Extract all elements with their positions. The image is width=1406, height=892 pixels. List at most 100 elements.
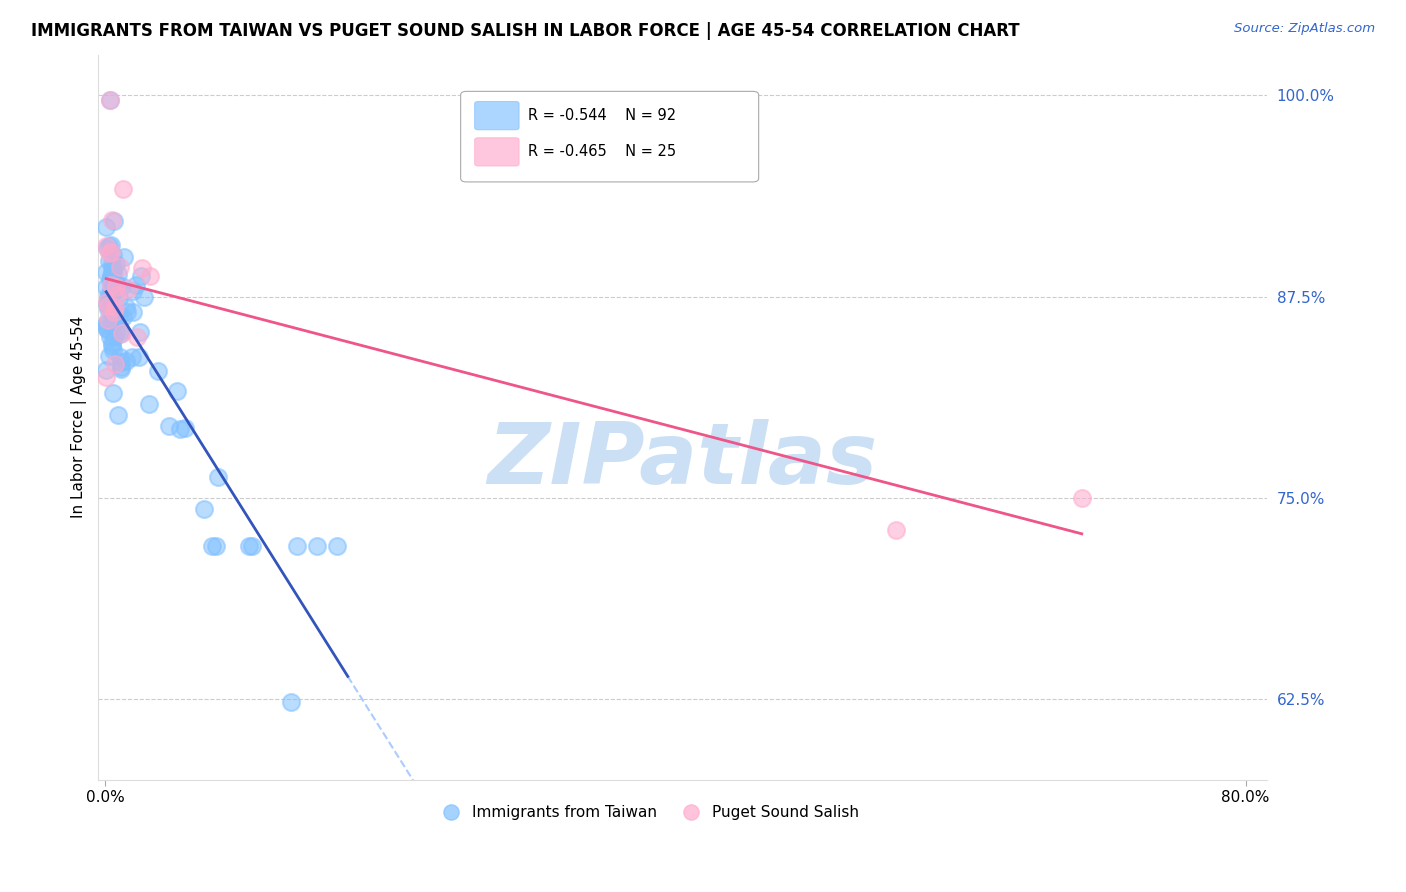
Point bbox=[101, 312, 124, 326]
Point bbox=[100, 317, 122, 331]
Point bbox=[117, 282, 139, 296]
Point bbox=[105, 277, 128, 292]
Point bbox=[101, 385, 124, 400]
Point bbox=[132, 290, 155, 304]
Point bbox=[104, 307, 127, 321]
Point bbox=[97, 289, 120, 303]
Point bbox=[96, 279, 118, 293]
Point bbox=[98, 239, 121, 253]
Point bbox=[96, 320, 118, 334]
Point bbox=[104, 325, 127, 339]
Point bbox=[100, 256, 122, 270]
Point bbox=[238, 539, 260, 553]
Point bbox=[103, 330, 125, 344]
Point bbox=[101, 336, 124, 351]
Point bbox=[100, 237, 122, 252]
Point bbox=[115, 354, 138, 368]
Point bbox=[108, 309, 131, 323]
Point bbox=[169, 422, 191, 436]
Text: IMMIGRANTS FROM TAIWAN VS PUGET SOUND SALISH IN LABOR FORCE | AGE 45-54 CORRELAT: IMMIGRANTS FROM TAIWAN VS PUGET SOUND SA… bbox=[31, 22, 1019, 40]
Point bbox=[326, 539, 349, 553]
Point bbox=[157, 419, 180, 434]
Point bbox=[97, 323, 120, 337]
Point bbox=[96, 241, 118, 255]
Point bbox=[96, 220, 118, 235]
Point bbox=[107, 267, 129, 281]
Point bbox=[125, 330, 148, 344]
Point bbox=[103, 313, 125, 327]
Point bbox=[103, 305, 125, 319]
Point bbox=[107, 291, 129, 305]
Point bbox=[193, 502, 215, 516]
Point bbox=[886, 523, 908, 537]
Point bbox=[107, 409, 129, 423]
Point bbox=[98, 291, 121, 305]
Point bbox=[98, 93, 121, 107]
Point bbox=[240, 539, 263, 553]
Point bbox=[115, 305, 138, 319]
Point bbox=[98, 329, 121, 343]
FancyBboxPatch shape bbox=[475, 102, 519, 129]
Point bbox=[115, 301, 138, 315]
Point bbox=[174, 421, 197, 435]
Point bbox=[305, 539, 328, 553]
Point bbox=[111, 326, 134, 340]
Point bbox=[100, 282, 122, 296]
Point bbox=[101, 262, 124, 277]
Point bbox=[98, 300, 121, 314]
Point bbox=[146, 364, 169, 378]
Point bbox=[204, 539, 226, 553]
Point bbox=[110, 359, 132, 374]
Point bbox=[110, 361, 132, 376]
FancyBboxPatch shape bbox=[461, 91, 759, 182]
Point bbox=[96, 239, 118, 253]
Point bbox=[96, 297, 118, 311]
Point bbox=[96, 312, 118, 326]
Point bbox=[111, 279, 134, 293]
Point bbox=[104, 301, 127, 315]
Point bbox=[101, 339, 124, 353]
Text: ZIPatlas: ZIPatlas bbox=[488, 419, 877, 502]
Point bbox=[96, 362, 118, 376]
Point bbox=[108, 326, 131, 341]
Point bbox=[121, 350, 143, 364]
Point bbox=[166, 384, 188, 399]
Point bbox=[128, 350, 150, 364]
FancyBboxPatch shape bbox=[475, 137, 519, 166]
Legend: Immigrants from Taiwan, Puget Sound Salish: Immigrants from Taiwan, Puget Sound Sali… bbox=[430, 799, 866, 826]
Point bbox=[128, 325, 150, 339]
Point bbox=[103, 343, 125, 357]
Point bbox=[103, 213, 125, 227]
Point bbox=[98, 93, 121, 107]
Point bbox=[96, 265, 118, 279]
Point bbox=[98, 245, 121, 260]
Point bbox=[107, 279, 129, 293]
Point bbox=[201, 539, 224, 553]
Point bbox=[100, 268, 122, 283]
Point bbox=[101, 316, 124, 330]
Point bbox=[100, 278, 122, 293]
Point bbox=[100, 244, 122, 259]
Text: Source: ZipAtlas.com: Source: ZipAtlas.com bbox=[1234, 22, 1375, 36]
Point bbox=[280, 695, 302, 709]
Point bbox=[97, 299, 120, 313]
Point bbox=[96, 294, 118, 309]
Point bbox=[110, 355, 132, 369]
Point bbox=[111, 310, 134, 325]
Point bbox=[103, 284, 125, 298]
Point bbox=[105, 288, 128, 302]
Point bbox=[101, 267, 124, 281]
Point bbox=[131, 261, 153, 276]
Text: R = -0.544    N = 92: R = -0.544 N = 92 bbox=[529, 108, 676, 123]
Point bbox=[98, 290, 121, 304]
Point bbox=[96, 318, 118, 332]
Point bbox=[108, 350, 131, 364]
Point bbox=[100, 213, 122, 227]
Point bbox=[111, 182, 134, 196]
Point bbox=[129, 268, 152, 283]
Point bbox=[104, 257, 127, 271]
Point bbox=[96, 370, 118, 384]
Point bbox=[108, 260, 131, 275]
Point bbox=[207, 470, 229, 484]
Point bbox=[100, 272, 122, 286]
